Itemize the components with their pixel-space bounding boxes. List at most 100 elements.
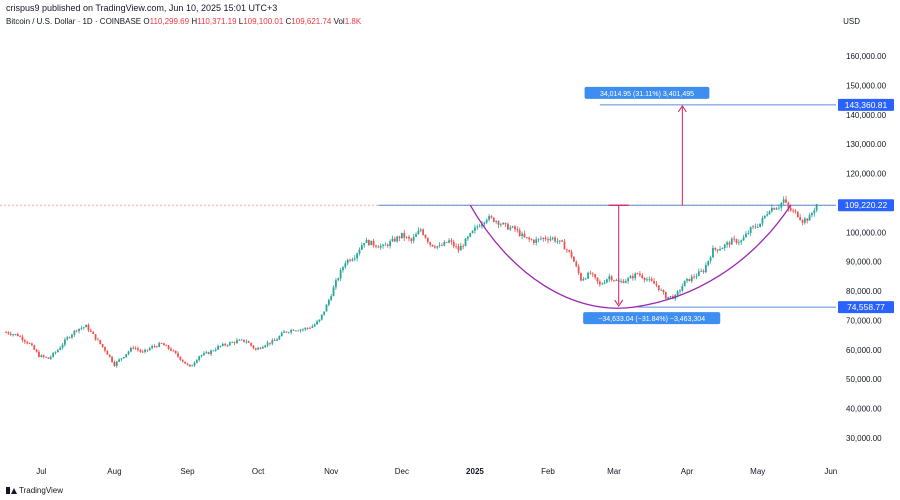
x-tick-label: Mar bbox=[607, 467, 621, 476]
candle-body bbox=[662, 289, 665, 293]
candle-body bbox=[763, 215, 766, 219]
candle-body bbox=[89, 330, 92, 332]
candle-body bbox=[530, 239, 533, 241]
candle-body bbox=[170, 348, 172, 351]
low-value: 109,100.01 bbox=[243, 17, 284, 26]
candle-body bbox=[52, 352, 55, 357]
x-tick-label: Dec bbox=[395, 467, 409, 476]
candle-body bbox=[370, 240, 373, 246]
candle-body bbox=[679, 290, 681, 292]
y-tick-label: 130,000.00 bbox=[846, 140, 887, 149]
candle-body bbox=[134, 348, 137, 349]
candle-body bbox=[104, 346, 106, 351]
candle-body bbox=[382, 244, 384, 246]
candle-body bbox=[740, 240, 743, 243]
measure-up-label: 34,014.95 (31.11%) 3,401,495 bbox=[600, 91, 694, 98]
candle-body bbox=[660, 289, 663, 291]
candle-body bbox=[68, 337, 71, 339]
candle-body bbox=[365, 239, 368, 244]
candle-body bbox=[99, 339, 102, 344]
candle-body bbox=[448, 240, 450, 243]
candle-body bbox=[606, 279, 608, 283]
candle-body bbox=[61, 344, 64, 348]
candle-body bbox=[271, 340, 274, 344]
candle-body bbox=[549, 238, 552, 241]
candle-body bbox=[9, 333, 12, 335]
candle-body bbox=[540, 238, 542, 240]
candle-body bbox=[177, 353, 179, 357]
candle-body bbox=[153, 346, 156, 347]
candle-body bbox=[495, 221, 498, 222]
candle-body bbox=[511, 226, 514, 228]
candle-body bbox=[782, 199, 785, 203]
candle-body bbox=[12, 334, 14, 336]
candle-body bbox=[335, 280, 337, 288]
candle-body bbox=[35, 349, 38, 352]
candle-body bbox=[770, 207, 773, 212]
candle-body bbox=[445, 241, 448, 243]
candle-body bbox=[200, 355, 203, 357]
candle-body bbox=[125, 354, 128, 358]
candle-body bbox=[144, 349, 146, 352]
candle-body bbox=[690, 276, 693, 282]
candle-body bbox=[653, 280, 655, 284]
candle-body bbox=[785, 199, 787, 203]
candle-body bbox=[521, 233, 523, 236]
candle-body bbox=[422, 229, 425, 235]
candle-body bbox=[118, 359, 121, 362]
candle-body bbox=[452, 241, 455, 247]
candle-body bbox=[167, 345, 170, 349]
candle-body bbox=[254, 348, 257, 350]
candle-body bbox=[377, 246, 380, 248]
candle-body bbox=[410, 238, 413, 241]
candle-body bbox=[342, 267, 344, 271]
candle-body bbox=[276, 339, 278, 341]
candle-body bbox=[792, 210, 794, 212]
candle-body bbox=[155, 346, 158, 348]
candle-body bbox=[768, 211, 771, 215]
candle-body bbox=[311, 326, 314, 328]
candle-body bbox=[198, 356, 201, 361]
candle-body bbox=[466, 236, 469, 239]
candle-body bbox=[476, 226, 479, 228]
candle-body bbox=[160, 343, 163, 344]
target-price-tag: 143,360.81 bbox=[845, 100, 888, 110]
candle-body bbox=[436, 246, 439, 248]
candle-body bbox=[393, 238, 396, 242]
candle-body bbox=[97, 339, 99, 341]
candle-body bbox=[245, 341, 248, 343]
tradingview-logo[interactable]: TradingView bbox=[6, 486, 63, 495]
tradingview-logo-icon bbox=[6, 487, 17, 494]
candle-body bbox=[219, 345, 222, 347]
candle-body bbox=[693, 276, 696, 278]
candle-body bbox=[40, 355, 43, 358]
candle-body bbox=[188, 364, 191, 367]
candle-body bbox=[332, 287, 335, 297]
candle-body bbox=[507, 223, 509, 230]
candle-body bbox=[497, 221, 500, 225]
candle-body bbox=[598, 281, 601, 285]
measure-up-arrowhead bbox=[677, 104, 687, 113]
candle-body bbox=[304, 327, 307, 330]
candle-body bbox=[23, 340, 26, 342]
candle-body bbox=[179, 356, 182, 360]
candle-body bbox=[433, 246, 436, 248]
candle-body bbox=[372, 240, 375, 246]
candle-body bbox=[191, 365, 194, 367]
y-tick-label: 60,000.00 bbox=[846, 346, 882, 355]
candle-body bbox=[516, 229, 519, 231]
candle-body bbox=[212, 350, 215, 352]
candle-body bbox=[80, 327, 83, 329]
candle-body bbox=[261, 347, 264, 349]
candle-body bbox=[408, 236, 410, 239]
candle-body bbox=[573, 256, 575, 262]
candle-body bbox=[613, 280, 615, 281]
candle-body bbox=[257, 347, 260, 350]
candle-body bbox=[749, 227, 752, 233]
candle-body bbox=[426, 238, 429, 243]
candle-body bbox=[695, 275, 698, 278]
candle-body bbox=[73, 330, 76, 335]
symbol-name[interactable]: Bitcoin / U.S. Dollar · 1D · COINBASE bbox=[6, 17, 142, 26]
candle-body bbox=[808, 215, 811, 221]
